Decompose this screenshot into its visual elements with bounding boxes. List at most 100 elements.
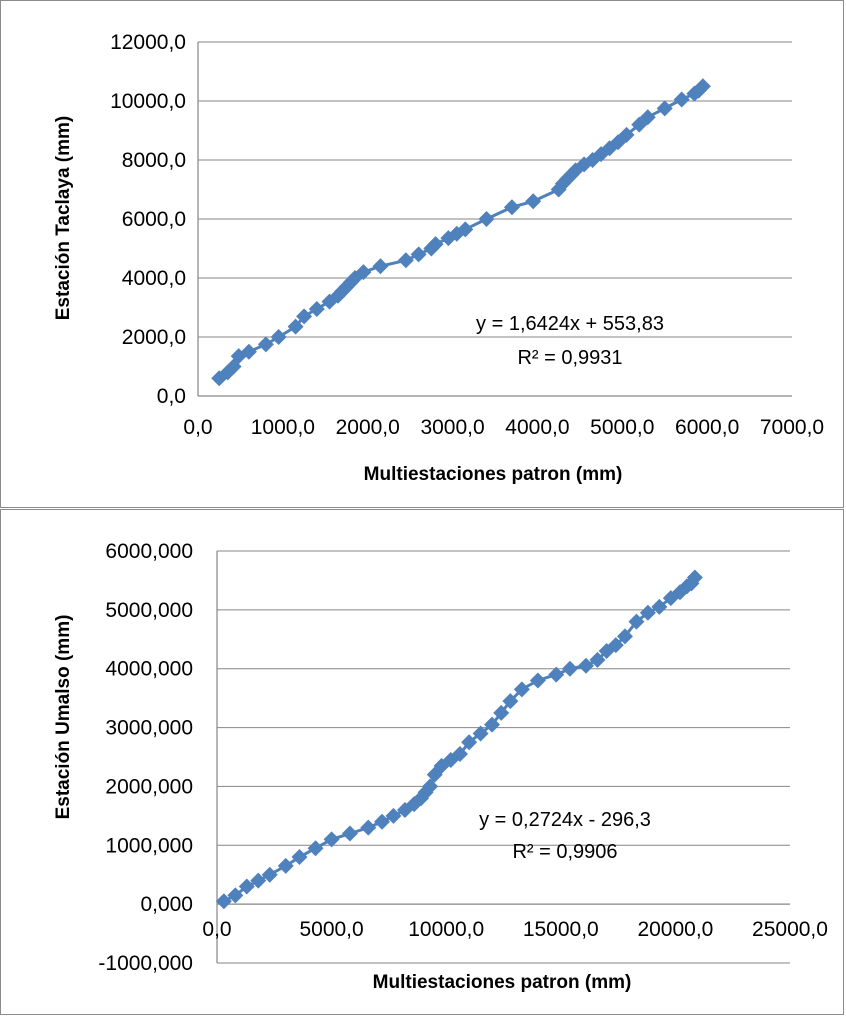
data-point [589, 651, 606, 668]
x-axis-title: Multiestaciones patron (mm) [364, 464, 623, 485]
data-point [215, 893, 232, 910]
data-point [502, 693, 519, 710]
y-tick-label: 6000,0 [122, 208, 186, 231]
x-tick-label: 3000,0 [420, 416, 484, 439]
y-tick-label: -1000,000 [98, 952, 193, 975]
gridlines [217, 550, 790, 964]
data-point [578, 657, 595, 674]
x-tick-label: 5000,0 [590, 416, 654, 439]
data-points [211, 78, 711, 387]
y-tick-label: 10000,0 [110, 90, 186, 113]
data-point [427, 236, 444, 253]
data-point [240, 343, 257, 360]
data-point [410, 246, 427, 263]
data-point [355, 264, 372, 281]
axes [197, 42, 792, 397]
x-tick-label: 4000,0 [505, 416, 569, 439]
y-axis-title: Estación Taclaya (mm) [53, 116, 74, 321]
x-tick-label: 0,0 [202, 918, 231, 941]
data-point [307, 840, 324, 857]
y-tick-label: 0,000 [140, 893, 193, 916]
chart-panel-taclaya: 0,0 2000,0 4000,0 6000,0 8000,0 10000,0 12000,… [0, 0, 844, 508]
data-point [694, 78, 711, 95]
chart-taclaya: 0,0 2000,0 4000,0 6000,0 8000,0 10000,0 12000,… [53, 31, 824, 485]
x-tick-label: 25000,0 [752, 918, 828, 941]
data-point [291, 849, 308, 866]
data-point [503, 199, 520, 216]
data-point [662, 590, 679, 607]
trendline-r2: R² = 0,9906 [512, 841, 617, 863]
data-point [277, 857, 294, 874]
gridlines [198, 41, 792, 338]
data-point [639, 109, 656, 126]
x-tick-label: 5000,0 [299, 918, 363, 941]
trendline-r2: R² = 0,9931 [517, 347, 622, 369]
trendline-equation: y = 1,6424x + 553,83 [476, 313, 664, 335]
axes [216, 551, 790, 963]
data-point [406, 796, 423, 813]
data-point [227, 887, 244, 904]
data-point [385, 807, 402, 824]
x-tick-label: 0,0 [183, 416, 212, 439]
y-tick-label: 8000,0 [122, 149, 186, 172]
data-point [261, 866, 278, 883]
data-point [426, 766, 443, 783]
data-point [628, 613, 645, 630]
series-line [223, 576, 697, 903]
data-point [372, 258, 389, 275]
data-point [656, 100, 673, 117]
data-point [457, 221, 474, 238]
chart-umalso: -1000,000 0,000 1000,000 2000,000 3000,000 40… [53, 540, 828, 993]
y-tick-label: 4000,0 [122, 267, 186, 290]
data-point [525, 193, 542, 210]
data-point [651, 598, 668, 615]
data-point [461, 734, 478, 751]
x-tick-label: 10000,0 [408, 918, 484, 941]
data-point [472, 725, 489, 742]
data-point [323, 831, 340, 848]
y-tick-label: 0,0 [157, 385, 186, 408]
data-point [484, 716, 501, 733]
data-point [341, 825, 358, 842]
tick-labels: -1000,000 0,000 1000,000 2000,000 3000,000 40… [98, 540, 828, 975]
x-tick-label: 20000,0 [637, 918, 713, 941]
data-point [616, 628, 633, 645]
x-tick-label: 1000,0 [251, 416, 315, 439]
chart-panel-umalso: -1000,000 0,000 1000,000 2000,000 3000,000 40… [0, 509, 844, 1015]
x-tick-label: 2000,0 [336, 416, 400, 439]
y-tick-label: 12000,0 [110, 31, 186, 54]
data-point [618, 126, 635, 143]
data-point [513, 681, 530, 698]
x-axis-title: Multiestaciones patron (mm) [373, 972, 632, 993]
x-tick-label: 6000,0 [675, 416, 739, 439]
data-point [374, 813, 391, 830]
data-point [639, 604, 656, 621]
x-tick-label: 15000,0 [523, 918, 599, 941]
data-point [561, 660, 578, 677]
data-point [493, 704, 510, 721]
data-point [548, 666, 565, 683]
y-tick-label: 6000,000 [105, 540, 193, 563]
data-point [238, 878, 255, 895]
data-point [433, 757, 450, 774]
y-tick-label: 5000,000 [105, 599, 193, 622]
data-point [607, 637, 624, 654]
data-point [529, 672, 546, 689]
data-point [422, 778, 439, 795]
data-point [397, 252, 414, 269]
y-tick-label: 3000,000 [105, 717, 193, 740]
data-point [296, 308, 313, 325]
tick-labels: 0,0 2000,0 4000,0 6000,0 8000,0 10000,0 12000,… [110, 31, 824, 439]
data-point [308, 300, 325, 317]
y-tick-label: 1000,000 [105, 834, 193, 857]
data-point [257, 336, 274, 353]
y-tick-label: 2000,000 [105, 775, 193, 798]
y-axis-title: Estación Umalso (mm) [53, 615, 74, 820]
data-point [673, 91, 690, 108]
y-tick-label: 2000,0 [122, 326, 186, 349]
data-point [287, 318, 304, 335]
data-point [478, 211, 495, 227]
data-point [686, 569, 703, 586]
data-point [451, 746, 468, 763]
data-points [215, 569, 703, 910]
